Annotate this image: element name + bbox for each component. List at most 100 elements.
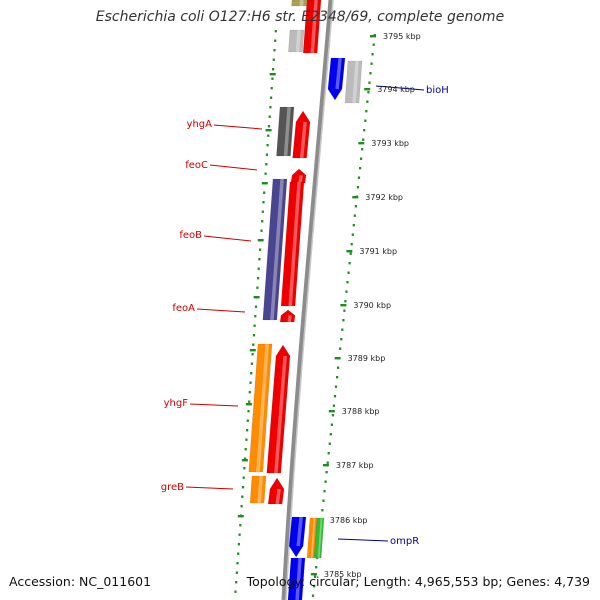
- left-guide-dot: [251, 353, 254, 356]
- left-guide-dot: [250, 362, 253, 365]
- right-guide-dot: [363, 129, 366, 132]
- leader-yhgF: [189, 403, 239, 407]
- right-guide-dot: [353, 214, 356, 217]
- right-guide-dot: [368, 81, 371, 84]
- left-guide-dot: [245, 438, 248, 441]
- accession-text: Accession: NC_011601: [9, 574, 152, 589]
- right-guide-dot: [341, 328, 344, 331]
- left-guide-dot: [244, 448, 247, 451]
- minor-tick: [261, 182, 268, 185]
- right-guide-dot: [342, 319, 345, 322]
- left-guide-dot: [271, 77, 274, 80]
- gray-cds-top-shade: [295, 29, 301, 53]
- leader-bioH: [375, 85, 425, 91]
- left-guide-dot: [274, 30, 277, 33]
- right-guide-dot: [325, 471, 328, 474]
- left-guide-dot: [254, 305, 258, 308]
- left-guide-dot: [252, 343, 255, 346]
- left-guide-dot: [246, 429, 249, 432]
- right-guide-dot: [352, 224, 355, 227]
- left-guide-dot: [257, 277, 260, 280]
- kbp-label: 3791 kbp: [359, 247, 397, 256]
- right-guide-dot: [332, 404, 335, 407]
- left-guide-dot: [252, 334, 256, 337]
- right-guide-dot: [369, 72, 372, 75]
- leader-feoB: [203, 235, 252, 242]
- red-cds-top-shade: [310, 0, 318, 54]
- left-guide-dot: [235, 581, 238, 584]
- kbp-label: 3792 kbp: [365, 193, 403, 202]
- red-cds-feoc: [290, 168, 307, 184]
- left-guide-dot: [244, 457, 247, 460]
- kbp-label: 3790 kbp: [353, 301, 391, 310]
- red-cds-feoc-shade: [298, 175, 303, 184]
- gene-label-feoC: feoC: [185, 160, 208, 171]
- red-cds-yhgf: [266, 344, 291, 474]
- left-guide-dot: [235, 571, 238, 574]
- left-guide-dot: [236, 562, 239, 565]
- left-guide-dot: [243, 467, 246, 470]
- gene-label-feoA: feoA: [172, 303, 195, 314]
- left-guide-dot: [273, 49, 276, 52]
- right-guide-dot: [346, 281, 349, 284]
- kbp-label: 3795 kbp: [383, 32, 421, 41]
- right-guide-dot: [314, 575, 317, 578]
- right-guide-dot: [370, 62, 373, 65]
- left-guide-dot: [265, 153, 268, 156]
- right-guide-dot: [365, 110, 368, 113]
- kbp-label: 3788 kbp: [342, 407, 380, 416]
- blue-cds-ompr: [288, 516, 307, 558]
- left-guide-dot: [246, 419, 249, 422]
- right-guide-dot: [322, 499, 325, 502]
- right-guide-dot: [372, 43, 375, 46]
- labels: 3795 kbp 3794 kbp 3793 kbp 3792 kbp 3791 kbp…: [161, 32, 449, 579]
- kbp-tick: [346, 250, 353, 253]
- right-guide-dot: [347, 271, 350, 274]
- right-guide-dot: [313, 585, 316, 588]
- right-guide-dot: [361, 148, 364, 151]
- red-cds-feob: [280, 181, 305, 307]
- darkgray-cds-yhga-shade: [283, 106, 291, 157]
- left-guide-dot: [253, 324, 256, 327]
- right-guide-dot: [364, 119, 367, 122]
- right-guide-dot: [367, 91, 370, 94]
- blue-cds-ompr-shade: [296, 516, 303, 547]
- gray-cds-bioh: [344, 60, 363, 104]
- right-guide-dot: [311, 594, 315, 597]
- right-guide-dot: [330, 423, 333, 426]
- left-guide-dot: [234, 590, 237, 593]
- kbp-tick: [370, 35, 376, 38]
- right-guide-dot: [357, 176, 361, 179]
- right-guide-dot: [351, 233, 354, 236]
- red-cds-greb: [267, 477, 285, 505]
- kbp-tick: [322, 464, 329, 467]
- orange-cds-greb: [249, 475, 267, 504]
- kbp-label: 3787 kbp: [336, 461, 374, 470]
- green-cds-ompr-shade: [317, 517, 323, 559]
- left-guide-dot: [250, 372, 253, 375]
- red-cds-feoa: [279, 309, 296, 323]
- kbp-tick: [328, 410, 335, 413]
- left-guide-dot: [263, 191, 266, 194]
- kbp-label: 3794 kbp: [377, 85, 415, 94]
- leader-feoA: [196, 308, 246, 313]
- right-guide-dot: [350, 243, 353, 246]
- kbp-tick: [334, 357, 341, 360]
- red-cds-top: [302, 0, 322, 54]
- left-guide-dot: [260, 229, 263, 232]
- right-guide-dot: [339, 347, 342, 350]
- red-cds-yhga: [292, 110, 311, 159]
- left-guide-dot: [248, 391, 251, 394]
- left-guide-dot: [256, 286, 259, 289]
- blue-cds-biohregion: [327, 57, 346, 101]
- feature-track: [248, 0, 363, 600]
- kbp-tick: [340, 304, 347, 307]
- kbp-label: 3786 kbp: [330, 516, 368, 525]
- left-guide-dot: [237, 543, 240, 546]
- left-guide-dot: [238, 533, 241, 536]
- minor-tick: [245, 403, 252, 406]
- left-guide-dot: [249, 381, 252, 384]
- gene-label-yhgF: yhgF: [164, 398, 189, 409]
- red-cds-yhgf-shade: [274, 355, 287, 474]
- leader-ompR: [337, 538, 389, 542]
